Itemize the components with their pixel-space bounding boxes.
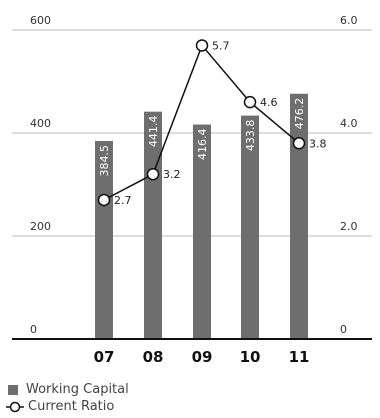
bar — [193, 124, 211, 339]
line-point — [243, 95, 257, 109]
bar-value-label: 433.8 — [244, 120, 257, 152]
line-value-label: 3.8 — [309, 137, 327, 150]
line-point — [146, 167, 160, 181]
category-label: 08 — [143, 348, 164, 366]
right-tick-label: 4.0 — [340, 117, 358, 130]
bar-swatch-icon — [8, 384, 18, 395]
left-tick-label: 600 — [30, 14, 51, 27]
bar-value-label: 441.4 — [147, 116, 160, 148]
line-value-label: 3.2 — [163, 168, 181, 181]
left-tick-label: 200 — [30, 220, 51, 233]
legend-current-ratio: Current Ratio — [6, 399, 114, 414]
bar — [95, 140, 113, 339]
right-tick-label: 6.0 — [340, 14, 358, 27]
left-tick-label: 0 — [30, 323, 37, 336]
right-tick-label: 0 — [340, 323, 347, 336]
line-point — [292, 137, 306, 150]
bar-value-label: 476.2 — [293, 98, 306, 130]
category-label: 11 — [289, 348, 310, 366]
bar — [241, 115, 259, 339]
bar — [290, 93, 308, 339]
bar-value-label: 384.5 — [98, 145, 111, 177]
bar-value-label: 416.4 — [196, 129, 209, 161]
bar — [144, 111, 162, 339]
line-value-label: 4.6 — [260, 96, 278, 109]
legend-working-capital: Working Capital — [6, 382, 129, 397]
left-tick-label: 400 — [30, 117, 51, 130]
right-tick-label: 2.0 — [340, 220, 358, 233]
line-point — [195, 39, 209, 52]
line-point — [97, 193, 111, 207]
legend-working-capital-label: Working Capital — [26, 382, 129, 397]
category-label: 07 — [94, 348, 115, 366]
legend-current-ratio-label: Current Ratio — [28, 399, 115, 414]
line-value-label: 2.7 — [114, 194, 132, 207]
line-value-label: 5.7 — [212, 39, 230, 52]
line-marker-icon — [6, 401, 24, 412]
category-label: 09 — [192, 348, 213, 366]
category-label: 10 — [240, 348, 261, 366]
